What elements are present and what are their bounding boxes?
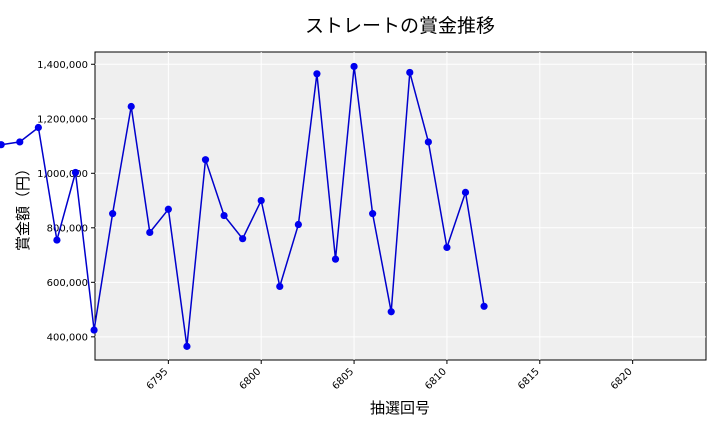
data-point: [424, 138, 432, 146]
data-point: [16, 138, 24, 146]
data-point: [71, 168, 80, 177]
data-point: [220, 211, 228, 220]
data-point: [183, 342, 191, 350]
data-point: [53, 236, 61, 244]
data-point: [387, 308, 395, 316]
plot-area: [94, 51, 707, 361]
data-point: [164, 205, 172, 213]
x-axis-label: 抽選回号: [370, 399, 430, 417]
data-point: [480, 302, 488, 310]
data-point: [146, 228, 154, 237]
x-tick-label: 6800: [238, 366, 264, 392]
y-axis: 400,000 600,000 800,000 1,000,000 1,200,000 1…: [37, 60, 95, 343]
data-point: [406, 68, 414, 77]
y-tick-label: 600,000: [47, 278, 88, 289]
data-point: [276, 282, 284, 291]
x-tick-label: 6815: [516, 366, 542, 392]
data-point: [257, 196, 265, 205]
x-axis: 6795 6800 6805 6810 6815 6820: [145, 360, 635, 392]
x-tick-label: 6805: [330, 366, 356, 392]
data-point: [461, 188, 470, 196]
x-tick-label: 6820: [609, 366, 635, 392]
chart-title: ストレートの賞金推移: [305, 15, 495, 37]
data-point: [443, 243, 451, 252]
y-tick-label: 800,000: [47, 223, 88, 234]
data-point: [331, 255, 340, 263]
data-point: [90, 326, 98, 334]
y-tick-label: 1,400,000: [37, 60, 88, 71]
data-point: [350, 62, 358, 71]
y-tick-label: 1,000,000: [37, 169, 88, 180]
data-point: [34, 123, 42, 132]
data-point: [109, 210, 117, 218]
data-point: [201, 156, 210, 164]
data-point: [294, 220, 302, 229]
grid-lines: [95, 52, 706, 360]
data-point: [239, 235, 247, 243]
x-tick-label: 6795: [145, 366, 171, 392]
data-point: [369, 210, 377, 218]
data-points: [0, 62, 488, 350]
data-point: [0, 141, 5, 149]
x-tick-label: 6810: [423, 366, 449, 392]
data-point: [313, 70, 321, 78]
y-tick-label: 400,000: [47, 332, 88, 343]
y-tick-label: 1,200,000: [37, 114, 88, 125]
y-axis-label: 賞金額（円）: [14, 161, 32, 251]
data-point: [127, 102, 135, 111]
series-line: [0, 66, 485, 347]
